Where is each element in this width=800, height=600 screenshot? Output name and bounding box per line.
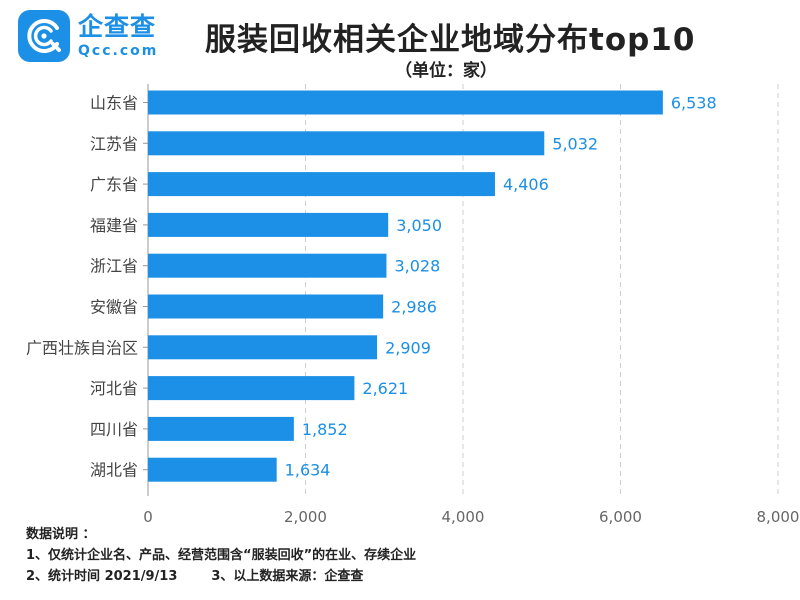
chart-title: 服装回收相关企业地域分布top10 [205, 22, 696, 58]
bar [148, 335, 378, 360]
value-label: 6,538 [671, 94, 717, 113]
bar [148, 131, 545, 156]
x-tick-label: 2,000 [284, 508, 327, 525]
category-label: 山东省 [90, 94, 138, 113]
bar [148, 90, 663, 115]
value-label: 5,032 [552, 134, 598, 153]
value-label: 2,986 [391, 298, 437, 317]
x-tick-label: 6,000 [599, 508, 642, 525]
bar [148, 416, 294, 441]
category-label: 福建省 [90, 216, 138, 235]
note-source: 3、以上数据来源：企查查 [211, 569, 364, 584]
bar-chart: 0 2,000 4,000 6,000 8,000 山东省 6,538 江苏省 5,032 广东省… [26, 84, 800, 525]
bar [148, 253, 387, 278]
category-label: 江苏省 [90, 134, 138, 153]
bar [148, 376, 355, 401]
x-tick-label: 4,000 [442, 508, 485, 525]
value-label: 3,028 [394, 257, 440, 276]
category-label: 河北省 [90, 379, 138, 398]
bar [148, 294, 384, 319]
value-label: 1,634 [285, 461, 331, 480]
x-tick-label: 0 [143, 508, 153, 525]
bar [148, 172, 495, 197]
note-time-source: 2、统计时间 2021/9/13 3、以上数据来源：企查查 [26, 566, 416, 587]
x-tick-label: 8,000 [757, 508, 800, 525]
note-scope: 1、仅统计企业名、产品、经营范围含“服装回收”的在业、存续企业 [26, 548, 417, 563]
category-label: 浙江省 [90, 257, 138, 276]
category-label: 四川省 [90, 420, 138, 439]
value-label: 2,621 [362, 379, 408, 398]
value-label: 3,050 [396, 216, 442, 235]
brand-logo: 企查查 Qcc.com [18, 10, 158, 62]
bar [148, 457, 277, 482]
category-label: 安徽省 [90, 298, 138, 317]
value-label: 1,852 [302, 420, 348, 439]
chart-unit: （单位：家） [395, 61, 497, 81]
value-label: 2,909 [385, 338, 431, 357]
brand-domain: Qcc.com [78, 43, 159, 59]
data-notes: 数据说明 ： 1、仅统计企业名、产品、经营范围含“服装回收”的在业、存续企业 2… [26, 524, 416, 587]
brand-name: 企查查 [78, 12, 157, 41]
notes-heading: 数据说明 ： [26, 527, 96, 542]
bar [148, 212, 389, 237]
category-label: 广西壮族自治区 [26, 338, 138, 357]
note-time: 2、统计时间 2021/9/13 [26, 569, 178, 584]
category-label: 广东省 [90, 175, 138, 194]
value-label: 4,406 [503, 175, 549, 194]
qcc-logo-icon [18, 10, 70, 62]
magnifier-icon [27, 19, 61, 53]
category-label: 湖北省 [90, 461, 138, 480]
